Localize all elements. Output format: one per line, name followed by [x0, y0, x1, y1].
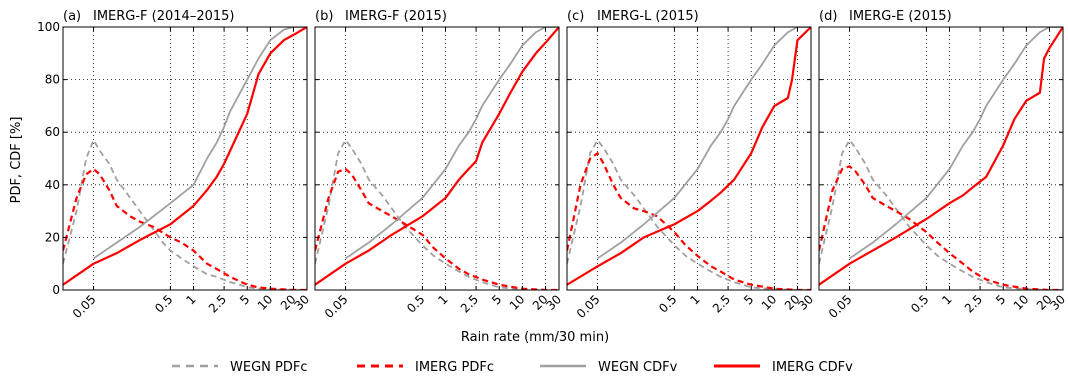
series-line-wegn-pdfc	[567, 139, 811, 290]
series-line-imerg-cdfv	[567, 27, 811, 286]
x-tick-label: 0.5	[656, 292, 679, 315]
plot-frame	[314, 26, 560, 291]
y-tick-label: 100	[37, 20, 60, 34]
legend: WEGN PDFc IMERG PDFc WEGN CDFv IMERG CDFv	[172, 360, 853, 375]
series-line-wegn-cdfv	[345, 27, 559, 260]
x-tick-label: 1	[435, 292, 450, 307]
legend-label: WEGN PDFc	[230, 360, 307, 375]
legend-label: IMERG CDFv	[772, 360, 853, 375]
plot-frame	[566, 26, 812, 291]
x-tick-label: 5	[489, 292, 504, 307]
series-line-wegn-pdfc	[819, 139, 1063, 290]
x-tick-label: 2.5	[458, 292, 481, 315]
plot-frame	[62, 26, 308, 291]
panel-label: (a)	[63, 9, 81, 24]
y-axis-label: PDF, CDF [%]	[9, 117, 24, 204]
legend-label: WEGN CDFv	[598, 360, 678, 375]
series-group	[819, 27, 1063, 290]
series-line-wegn-cdfv	[597, 27, 811, 260]
series-line-imerg-pdfc	[63, 167, 307, 290]
x-tick-label: 10	[759, 292, 780, 313]
x-tick-label: 0.05	[574, 292, 603, 321]
y-tick-label: 80	[45, 73, 60, 87]
x-tick-label: 1	[183, 292, 198, 307]
panel-title: IMERG-L (2015)	[597, 9, 699, 24]
panel-title: IMERG-E (2015)	[849, 9, 952, 24]
y-tick-label: 60	[45, 125, 60, 139]
x-tick-label: 2.5	[710, 292, 733, 315]
series-line-imerg-pdfc	[315, 167, 559, 290]
plot-frame	[818, 26, 1064, 291]
x-tick-label: 30	[795, 292, 816, 313]
x-tick-label: 30	[1047, 292, 1068, 313]
x-tick-label: 0.5	[908, 292, 931, 315]
x-tick-label: 5	[741, 292, 756, 307]
series-group	[567, 27, 811, 290]
x-tick-label: 0.05	[826, 292, 855, 321]
x-tick-label: 1	[939, 292, 954, 307]
x-tick-label: 1	[687, 292, 702, 307]
x-tick-label: 0.05	[70, 292, 99, 321]
y-tick-label: 20	[45, 230, 60, 244]
series-group	[63, 27, 307, 290]
series-line-wegn-cdfv	[849, 27, 1063, 260]
x-tick-label: 10	[255, 292, 276, 313]
series-line-imerg-cdfv	[63, 27, 307, 286]
series-line-imerg-cdfv	[315, 27, 559, 286]
x-tick-label: 2.5	[962, 292, 985, 315]
x-tick-label: 2.5	[206, 292, 229, 315]
series-line-wegn-cdfv	[93, 27, 307, 260]
x-tick-label: 5	[993, 292, 1008, 307]
y-tick-label: 40	[45, 178, 60, 192]
y-tick-label: 0	[52, 283, 60, 297]
series-line-imerg-cdfv	[819, 27, 1063, 286]
x-tick-label: 10	[1011, 292, 1032, 313]
series-line-imerg-pdfc	[567, 152, 811, 290]
series-group	[315, 27, 559, 290]
x-tick-label: 30	[291, 292, 312, 313]
x-tick-label: 0.5	[152, 292, 175, 315]
panel-title: IMERG-F (2015)	[345, 9, 447, 24]
x-tick-label: 5	[237, 292, 252, 307]
panel-label: (d)	[819, 9, 837, 24]
x-tick-label: 30	[543, 292, 564, 313]
panel-label: (b)	[315, 9, 333, 24]
legend-label: IMERG PDFc	[415, 360, 494, 375]
x-tick-label: 0.05	[322, 292, 351, 321]
x-tick-label: 10	[507, 292, 528, 313]
panel-title: IMERG-F (2014–2015)	[93, 9, 234, 24]
x-tick-label: 0.5	[404, 292, 427, 315]
panel-label: (c)	[567, 9, 584, 24]
series-line-wegn-pdfc	[63, 139, 307, 290]
series-line-imerg-pdfc	[819, 165, 1063, 290]
x-axis-label: Rain rate (mm/30 min)	[461, 330, 609, 345]
series-line-wegn-pdfc	[315, 139, 559, 290]
